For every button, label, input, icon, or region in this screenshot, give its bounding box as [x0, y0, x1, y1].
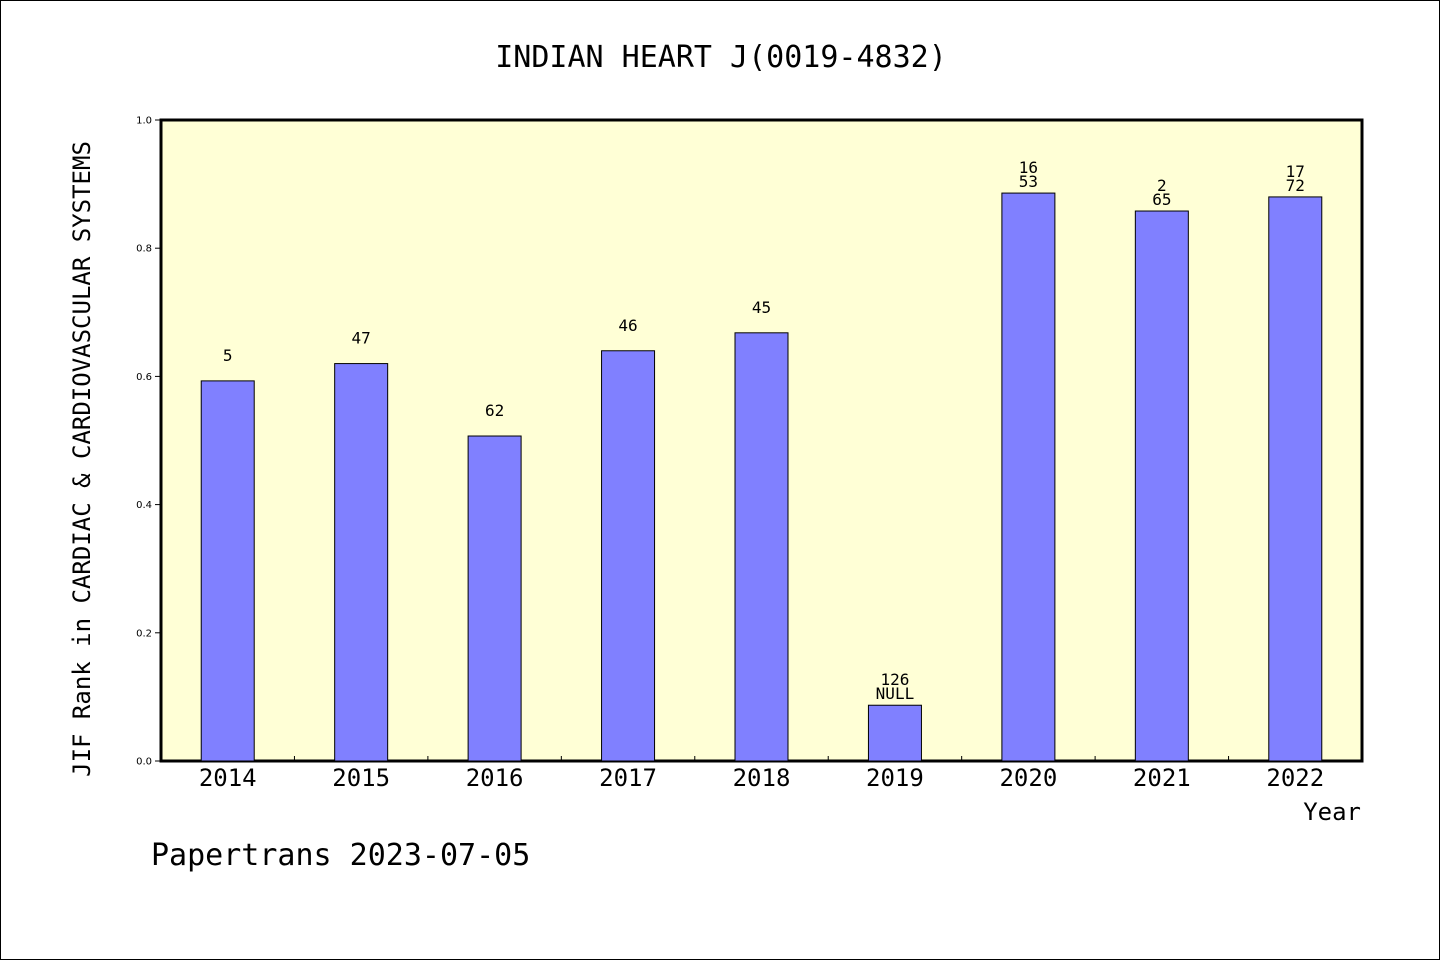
bar-label: 72 [1286, 176, 1305, 195]
bar-2017 [601, 350, 656, 762]
bar-series [200, 192, 1323, 762]
bar-label: 17 [1286, 162, 1305, 181]
x-tick-label: 2015 [332, 764, 390, 792]
bar-label: 2 [1157, 176, 1167, 195]
footer-watermark: Papertrans 2023-07-05 [151, 838, 530, 873]
y-tick-label: 0.8 [136, 244, 152, 255]
y-tick-label: 0.4 [136, 500, 152, 511]
bar-label: 45 [752, 298, 771, 317]
x-tick-label: 2021 [1133, 764, 1191, 792]
bar-2015 [334, 363, 389, 762]
x-tick-label: 2016 [466, 764, 524, 792]
y-tick-label: 0.0 [136, 757, 152, 768]
bar-label: 126 [880, 670, 909, 689]
bar-label: 5 [223, 346, 233, 365]
bar-2020 [1001, 192, 1056, 762]
x-tick-label: 2022 [1266, 764, 1324, 792]
chart-title: INDIAN HEART J(0019-4832) [495, 40, 947, 75]
bar-2018 [734, 332, 789, 762]
bar-label: 65 [1152, 190, 1171, 209]
x-tick-label: 2019 [866, 764, 924, 792]
x-tick-label: 2018 [733, 764, 791, 792]
bar-2019 [867, 704, 922, 762]
bar-label: NULL [876, 684, 915, 703]
bar-label: 46 [618, 316, 637, 335]
x-tick-label: 2014 [199, 764, 257, 792]
bar-2016 [467, 435, 522, 762]
y-axis: 0.0 0.2 0.4 0.6 0.8 1.0 [136, 116, 161, 768]
y-tick-label: 1.0 [136, 116, 152, 127]
bar-2014 [200, 380, 255, 762]
bar-2022 [1268, 196, 1323, 762]
bar-2021 [1134, 210, 1189, 762]
y-tick-label: 0.2 [136, 628, 152, 639]
x-tick-label: 2017 [599, 764, 657, 792]
y-axis-title: JIF Rank in CARDIAC & CARDIOVASCULAR SYS… [68, 141, 96, 777]
x-tick-label: 2020 [999, 764, 1057, 792]
bar-label: 53 [1019, 172, 1038, 191]
y-tick-label: 0.6 [136, 372, 152, 383]
x-axis: 2014 2015 2016 2017 2018 2019 2020 2021 2022 [199, 756, 1324, 792]
bar-label: 62 [485, 401, 504, 420]
x-axis-title: Year [1303, 798, 1361, 826]
bar-label: 47 [352, 329, 371, 348]
bar-label: 16 [1019, 158, 1038, 177]
